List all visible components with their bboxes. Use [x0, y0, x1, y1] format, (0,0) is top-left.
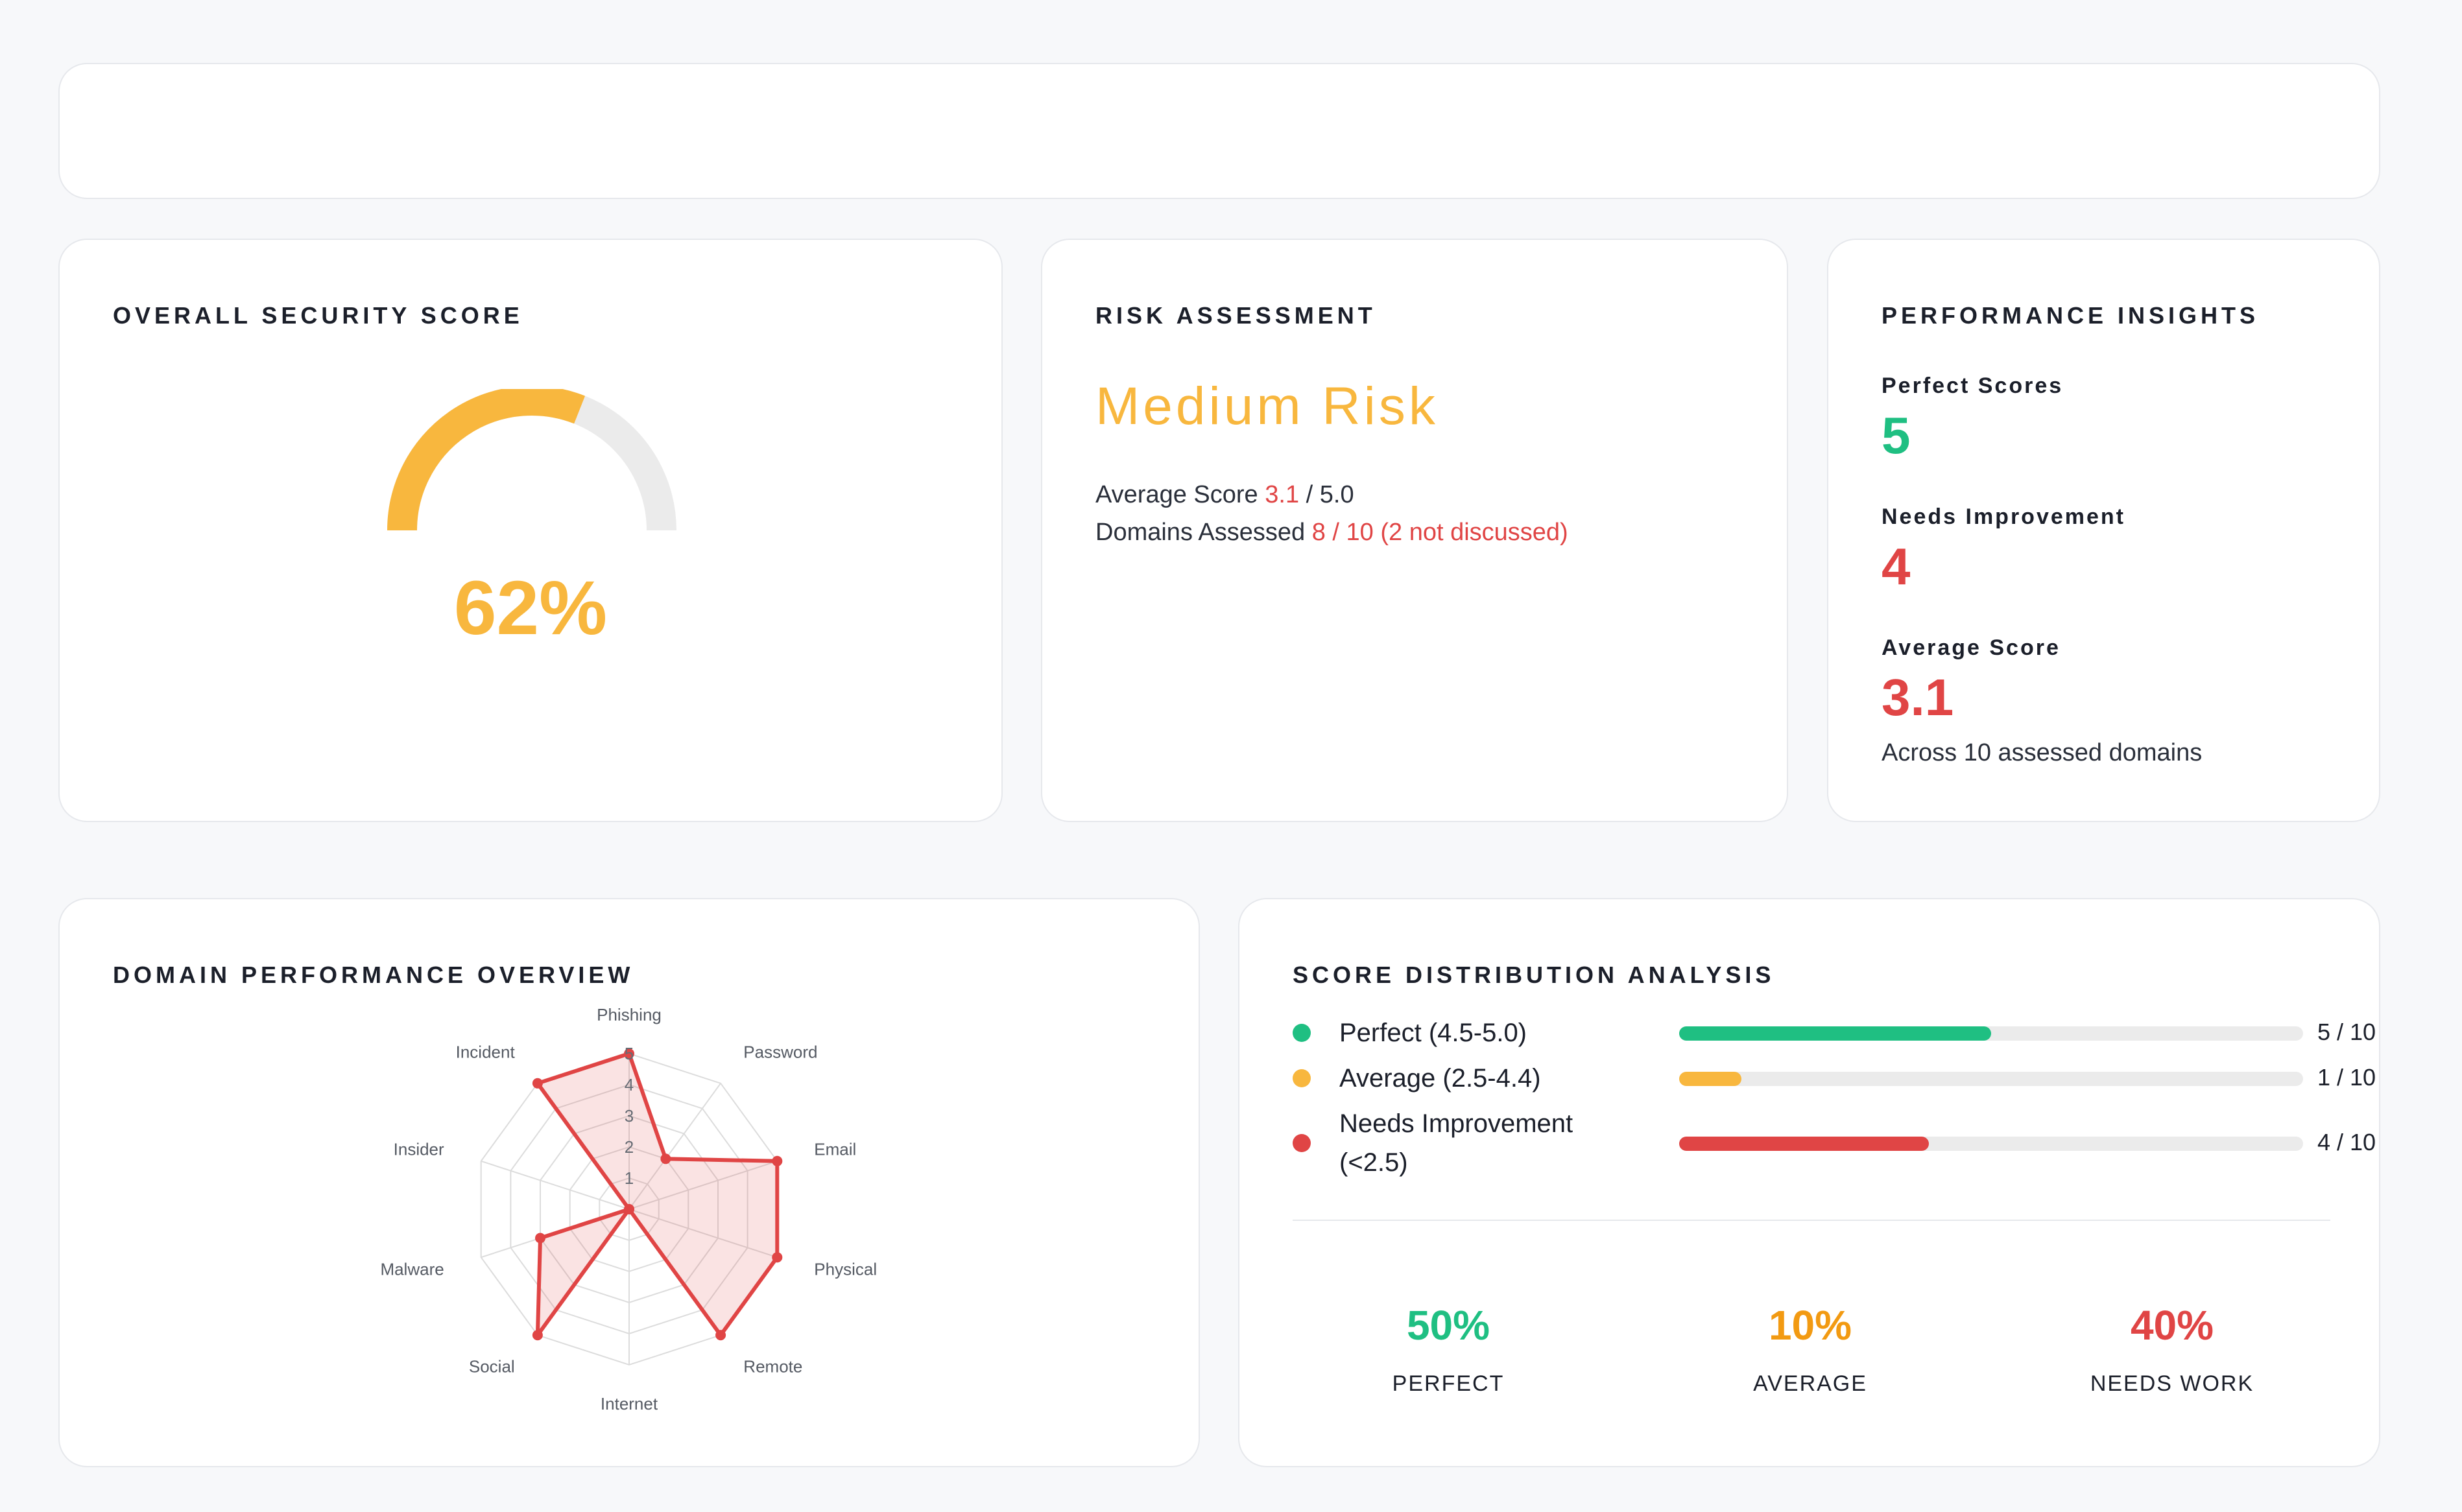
gauge-fill	[387, 389, 586, 531]
summary-average: 10% AVERAGE	[1680, 1301, 1940, 1397]
insights-average-value: 3.1	[1882, 668, 1954, 726]
summary-average-percent: 10%	[1768, 1302, 1852, 1349]
radar-label-insider: Insider	[394, 1139, 444, 1159]
legend-dot-average	[1293, 1069, 1311, 1087]
distribution-divider	[1293, 1220, 2330, 1221]
distribution-bar-track-perfect	[1679, 1026, 2303, 1041]
distribution-bar-track-needs-improvement	[1679, 1137, 2303, 1151]
radar-label-phishing: Phishing	[597, 1005, 662, 1024]
needs-improvement-label: Needs Improvement	[1882, 504, 2125, 529]
radar-point-physical	[772, 1252, 783, 1263]
legend-dot-perfect	[1293, 1024, 1311, 1042]
distribution-bar-average	[1679, 1072, 1742, 1086]
domains-assessed-label: Domains Assessed	[1095, 519, 1306, 546]
summary-needs-work: 40% NEEDS WORK	[2042, 1301, 2302, 1397]
radar-tick-label: 1	[625, 1168, 634, 1188]
summary-perfect-percent: 50%	[1406, 1302, 1490, 1349]
risk-assessment-card: RISK ASSESSMENT Medium Risk Average Scor…	[1041, 239, 1788, 822]
radar-point-phishing	[624, 1048, 634, 1059]
score-distribution-card: SCORE DISTRIBUTION ANALYSIS Perfect (4.5…	[1238, 898, 2380, 1467]
insights-average-subtext: Across 10 assessed domains	[1882, 739, 2203, 766]
distribution-label-line2: (<2.5)	[1339, 1148, 1408, 1177]
distribution-count-needs-improvement: 4 / 10	[2317, 1129, 2376, 1155]
distribution-title: SCORE DISTRIBUTION ANALYSIS	[1293, 962, 1775, 988]
radar-label-physical: Physical	[814, 1260, 877, 1279]
radar-label-remote: Remote	[743, 1357, 802, 1376]
summary-perfect-label: PERFECT	[1392, 1371, 1505, 1396]
risk-title: RISK ASSESSMENT	[1095, 302, 1376, 329]
radar-tick-label: 3	[625, 1106, 634, 1126]
summary-perfect: 50% PERFECT	[1319, 1301, 1578, 1397]
distribution-bar-perfect	[1679, 1026, 1991, 1041]
legend-dot-needs-improvement	[1293, 1134, 1311, 1152]
average-score-line: Average Score 3.1 / 5.0	[1095, 481, 1354, 509]
radar-point-malware	[535, 1233, 545, 1244]
radar-label-internet: Internet	[601, 1394, 658, 1413]
distribution-label-line1: Needs Improvement	[1339, 1109, 1573, 1138]
summary-needs-work-percent: 40%	[2130, 1302, 2214, 1349]
distribution-label-average: Average (2.5-4.4)	[1339, 1064, 1541, 1093]
radar-spoke	[628, 1160, 778, 1210]
radar-label-email: Email	[814, 1139, 856, 1159]
score-gauge	[387, 389, 676, 531]
distribution-label-needs-improvement: Needs Improvement (<2.5)	[1339, 1104, 1573, 1182]
radar-spoke	[628, 1083, 721, 1210]
insights-title: PERFORMANCE INSIGHTS	[1882, 302, 2260, 329]
domain-performance-card: DOMAIN PERFORMANCE OVERVIEW Phishing Pass…	[58, 898, 1200, 1467]
distribution-label-perfect: Perfect (4.5-5.0)	[1339, 1019, 1527, 1047]
needs-improvement-value: 4	[1882, 537, 1911, 595]
risk-level: Medium Risk	[1095, 377, 1439, 436]
radar-point-password	[660, 1153, 671, 1164]
distribution-count-average: 1 / 10	[2317, 1064, 2376, 1091]
performance-insights-card: PERFORMANCE INSIGHTS Perfect Scores 5 Ne…	[1827, 239, 2380, 822]
average-score-max: / 5.0	[1306, 481, 1354, 508]
radar-label-social: Social	[469, 1357, 515, 1376]
score-value: 62%	[453, 565, 608, 651]
radar-point-remote	[715, 1330, 726, 1341]
header-card	[58, 63, 2380, 199]
radar-label-password: Password	[743, 1042, 817, 1061]
radar-point-email	[772, 1155, 783, 1166]
overall-score-title: OVERALL SECURITY SCORE	[113, 302, 523, 329]
radar-title: DOMAIN PERFORMANCE OVERVIEW	[113, 962, 634, 988]
distribution-bar-track-average	[1679, 1072, 2303, 1086]
radar-tick-label: 5	[625, 1044, 634, 1063]
overall-score-card: OVERALL SECURITY SCORE 62%	[58, 239, 1003, 822]
average-score-label: Average Score	[1882, 635, 2061, 660]
perfect-scores-label: Perfect Scores	[1882, 373, 2064, 398]
radar-label-incident: Incident	[456, 1042, 516, 1061]
summary-needs-work-label: NEEDS WORK	[2090, 1371, 2254, 1396]
radar-tick-label: 2	[625, 1137, 634, 1157]
domains-assessed-value: 8 / 10 (2 not discussed)	[1311, 519, 1568, 546]
average-score-value: 3.1	[1265, 481, 1300, 508]
radar-chart: Phishing Password Email Physical Remote Inter…	[380, 1005, 877, 1413]
distribution-count-perfect: 5 / 10	[2317, 1019, 2376, 1045]
radar-tick-label: 4	[625, 1075, 634, 1094]
radar-point-social	[532, 1330, 543, 1341]
perfect-scores-value: 5	[1882, 407, 1911, 464]
average-score-label: Average Score	[1095, 481, 1258, 508]
radar-point-insider	[624, 1204, 634, 1214]
radar-point-incident	[532, 1078, 543, 1089]
radar-label-malware: Malware	[380, 1260, 444, 1279]
distribution-bar-needs-improvement	[1679, 1137, 1929, 1151]
summary-average-label: AVERAGE	[1753, 1371, 1867, 1396]
radar-spoke	[628, 1209, 778, 1258]
radar-spoke	[481, 1160, 630, 1210]
domains-assessed-line: Domains Assessed 8 / 10 (2 not discussed…	[1095, 519, 1568, 547]
